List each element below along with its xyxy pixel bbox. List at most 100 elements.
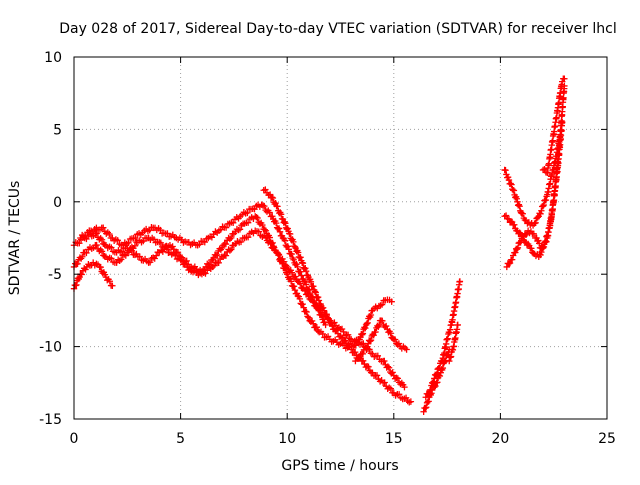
data-point xyxy=(388,298,395,305)
data-point xyxy=(267,240,274,247)
data-point xyxy=(389,369,396,376)
data-point xyxy=(229,219,237,227)
data-point xyxy=(323,311,330,318)
data-point xyxy=(359,330,367,337)
data-point xyxy=(302,265,309,272)
data-point xyxy=(436,364,443,372)
data-point xyxy=(125,249,133,256)
data-point xyxy=(431,375,438,382)
data-point xyxy=(319,304,327,311)
data-point xyxy=(228,246,235,253)
data-point xyxy=(300,284,307,291)
data-point xyxy=(98,248,106,255)
data-point xyxy=(136,253,143,260)
data-point xyxy=(391,336,399,343)
data-point xyxy=(83,249,90,257)
data-point xyxy=(106,230,113,238)
data-point xyxy=(292,273,299,280)
y-tick-label: 10 xyxy=(44,50,62,66)
y-tick-label: -5 xyxy=(48,267,62,283)
data-point xyxy=(310,298,318,306)
data-point xyxy=(274,203,281,210)
data-point xyxy=(299,300,306,308)
data-point xyxy=(261,226,268,233)
data-marks-layer xyxy=(70,75,568,415)
x-tick-label: 10 xyxy=(278,431,296,447)
data-point xyxy=(157,239,165,247)
data-point xyxy=(222,224,230,231)
data-point xyxy=(502,167,509,174)
data-point xyxy=(438,358,446,365)
data-point xyxy=(82,232,89,240)
data-point xyxy=(362,324,369,332)
data-point xyxy=(284,271,291,278)
data-point xyxy=(510,187,518,194)
data-point xyxy=(387,330,394,337)
data-point xyxy=(97,263,104,271)
data-point xyxy=(519,210,526,217)
data-point xyxy=(93,241,100,249)
data-point xyxy=(516,203,523,210)
data-point xyxy=(395,340,403,347)
data-point xyxy=(281,237,289,244)
data-point xyxy=(226,235,234,243)
data-point xyxy=(311,299,319,307)
data-point xyxy=(320,307,328,314)
data-point xyxy=(324,314,331,321)
data-point xyxy=(163,246,171,253)
data-point xyxy=(351,348,359,356)
data-point xyxy=(433,370,441,378)
data-point xyxy=(251,205,258,213)
data-point xyxy=(381,357,388,365)
data-point xyxy=(291,286,299,294)
data-point xyxy=(517,239,524,246)
data-point xyxy=(146,259,154,266)
data-point xyxy=(340,328,347,336)
data-point xyxy=(104,229,112,236)
data-point xyxy=(508,256,516,263)
y-tick-label: 0 xyxy=(53,195,62,211)
data-point xyxy=(311,288,319,295)
data-point xyxy=(401,383,408,391)
data-point xyxy=(125,239,132,247)
data-point xyxy=(513,246,521,253)
data-point xyxy=(344,331,352,338)
data-point xyxy=(196,241,203,248)
data-point xyxy=(512,249,519,256)
data-point xyxy=(297,254,304,261)
data-point xyxy=(425,398,432,405)
data-point xyxy=(284,243,291,250)
data-point xyxy=(268,194,276,201)
data-point xyxy=(359,350,367,358)
data-point xyxy=(362,344,370,352)
x-tick-label: 5 xyxy=(176,431,185,447)
data-point xyxy=(306,289,314,297)
data-point xyxy=(272,199,279,207)
data-point xyxy=(236,226,244,233)
data-point xyxy=(514,244,522,252)
data-point xyxy=(222,240,230,248)
data-point xyxy=(266,209,273,216)
data-point xyxy=(296,295,303,303)
data-point xyxy=(427,386,434,393)
data-point xyxy=(288,269,296,276)
data-point xyxy=(174,249,182,256)
data-point xyxy=(254,214,261,222)
data-point xyxy=(244,233,252,241)
data-point xyxy=(318,312,325,319)
data-point xyxy=(538,207,545,214)
data-point xyxy=(395,391,403,398)
data-point xyxy=(522,231,530,238)
data-point xyxy=(275,225,283,232)
data-point xyxy=(98,236,106,243)
data-point xyxy=(278,257,285,264)
data-point xyxy=(269,213,276,220)
x-tick-label: 0 xyxy=(70,431,79,447)
data-point xyxy=(270,244,278,251)
data-point xyxy=(226,247,234,254)
data-point xyxy=(255,228,262,235)
data-point xyxy=(279,260,286,268)
data-point xyxy=(201,238,208,246)
